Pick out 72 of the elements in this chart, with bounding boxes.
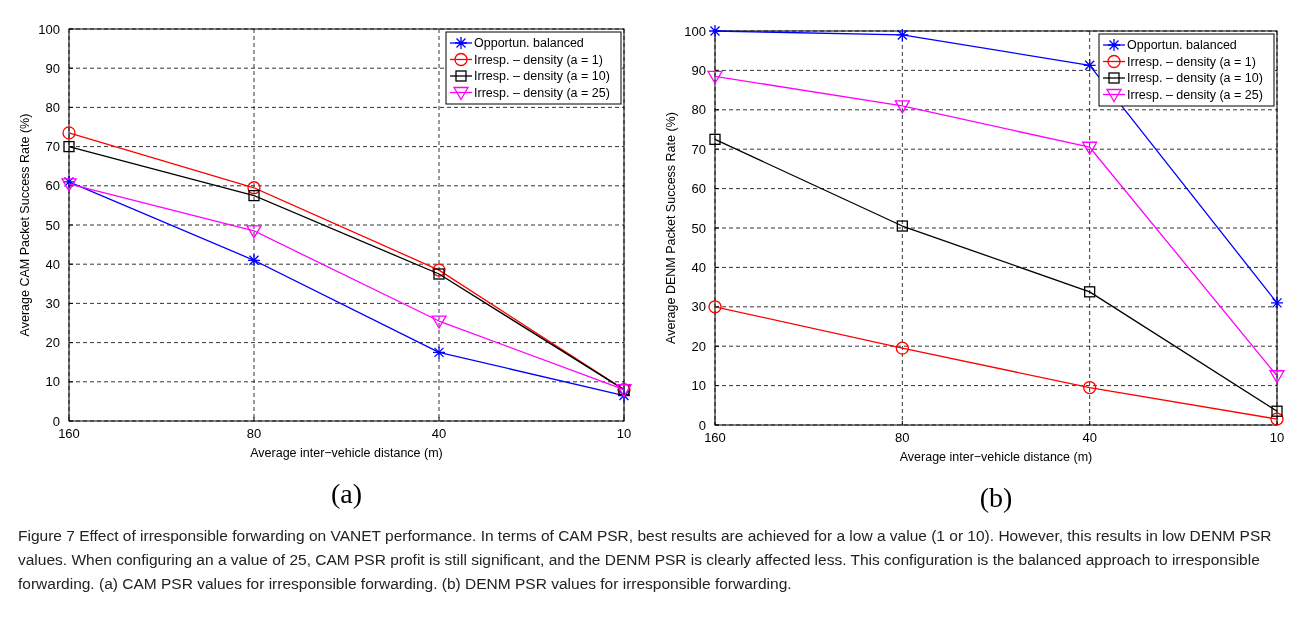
x-tick-label: 10 [1269, 430, 1285, 445]
y-tick-label: 20 [691, 338, 706, 354]
point [62, 126, 76, 140]
point [432, 345, 446, 360]
y-axis-title: Average DENM Packet Success Rate (%) [664, 112, 678, 344]
y-axis-title: Average CAM Packet Success Rate (%) [18, 113, 32, 337]
point [894, 100, 910, 114]
legend-label: Irresp. – density (a = 25) [474, 85, 610, 100]
y-tick-label: 80 [45, 99, 60, 115]
point [248, 189, 260, 202]
point [895, 341, 909, 355]
point [1082, 141, 1098, 155]
point [1271, 405, 1283, 417]
point [432, 263, 446, 277]
point [708, 24, 722, 38]
point [1084, 286, 1096, 298]
y-tick-label: 20 [45, 335, 60, 351]
point [63, 140, 75, 153]
y-tick-label: 10 [691, 378, 706, 394]
x-tick-label: 160 [704, 430, 726, 445]
text: (b) [979, 482, 1013, 513]
x-tick-label: 160 [58, 426, 80, 441]
legend-label: Opportun. balanced [1127, 38, 1237, 53]
y-tick-label: 40 [45, 256, 60, 272]
y-tick-label: 50 [691, 220, 706, 236]
point [433, 268, 445, 280]
y-tick-label: 90 [691, 62, 706, 78]
point [247, 253, 261, 267]
point [1083, 58, 1097, 72]
x-tick-label: 10 [616, 426, 632, 441]
point [895, 28, 909, 42]
y-tick-label: 10 [45, 374, 60, 390]
y-tick-label: 90 [45, 60, 60, 76]
x-tick-label: 40 [431, 426, 447, 441]
y-tick-label: 60 [691, 181, 706, 197]
point [896, 220, 908, 232]
point [1083, 380, 1097, 395]
point [617, 388, 631, 403]
y-tick-label: 80 [691, 102, 706, 118]
point [431, 315, 447, 329]
x-tick-label: 80 [895, 430, 910, 445]
caption: Figure 7 Effect of irresponsible forwarding on VANET performance. In terms of CAM PSR, best results are achieved for a low a value (1 or 10). However, this results in low DENM PSR values. When configuring an a value of 25, CAM PSR profit is still significant, and the DENM PSR is clearly affected less. This configuration is the balanced approach to irresponsible forwarding. (a) CAM PSR values for irresponsible forwarding. (b) DENM PSR values for irresponsible forwarding. [18, 526, 1273, 594]
point [708, 300, 722, 314]
text: (a) [330, 478, 363, 509]
legend-label: Irresp. – density (a = 25) [1127, 87, 1263, 102]
point [247, 181, 261, 195]
y-tick-label: 30 [691, 299, 706, 315]
point [709, 133, 721, 145]
y-tick-label: 60 [45, 178, 60, 194]
point [246, 225, 262, 239]
y-tick-label: 70 [691, 141, 706, 157]
y-tick-label: 40 [691, 259, 706, 275]
legend-label: Opportun. balanced [474, 36, 584, 51]
point [707, 70, 723, 84]
y-tick-label: 70 [45, 139, 60, 155]
y-tick-label: 0 [52, 413, 60, 429]
x-tick-label: 80 [246, 426, 262, 441]
y-tick-label: 30 [45, 295, 60, 311]
y-tick-label: 50 [45, 217, 60, 233]
legend-label: Irresp. – density (a = 1) [474, 52, 603, 67]
legend-label: Irresp. – density (a = 10) [1127, 71, 1263, 86]
point [1270, 412, 1284, 426]
point [1270, 296, 1284, 310]
y-tick-label: 100 [684, 23, 706, 39]
x-axis-title: Average inter−vehicle distance (m) [899, 450, 1093, 464]
y-tick-label: 100 [38, 21, 60, 37]
point [1269, 370, 1285, 384]
y-tick-label: 0 [698, 417, 706, 433]
x-tick-label: 40 [1082, 430, 1097, 445]
legend-label: Irresp. – density (a = 10) [474, 69, 610, 84]
x-axis-title: Average inter−vehicle distance (m) [250, 446, 443, 460]
legend-label: Irresp. – density (a = 1) [1127, 54, 1256, 69]
